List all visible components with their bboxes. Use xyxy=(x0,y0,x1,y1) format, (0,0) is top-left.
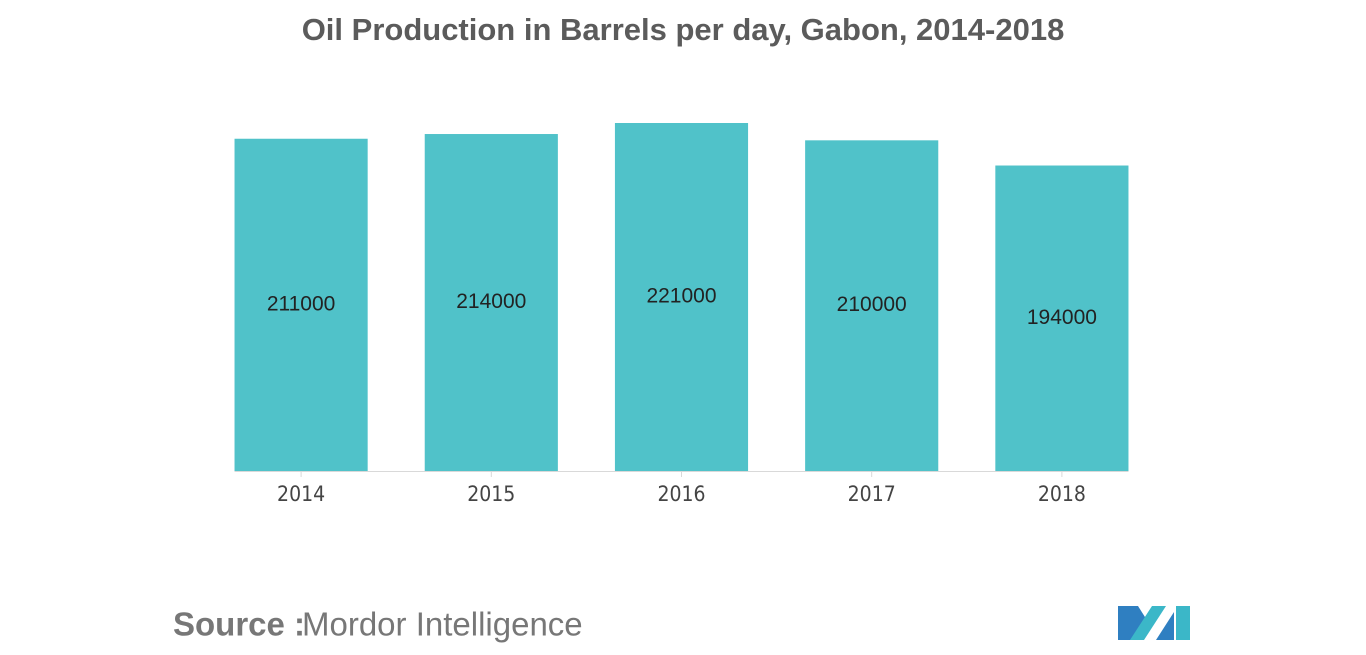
value-label: 211000 xyxy=(267,292,336,315)
x-tick-label: 2017 xyxy=(848,482,896,506)
logo xyxy=(1118,606,1190,640)
chart-title: Oil Production in Barrels per day, Gabon… xyxy=(302,12,1065,47)
x-tick-label: 2018 xyxy=(1038,482,1086,506)
x-tick-label: 2015 xyxy=(467,482,515,506)
logo-part xyxy=(1176,606,1190,640)
bar xyxy=(424,134,558,471)
logo-part xyxy=(1156,612,1174,640)
value-label: 214000 xyxy=(456,290,526,313)
x-tick-label: 2016 xyxy=(657,482,705,506)
bar xyxy=(995,165,1129,471)
bar xyxy=(234,138,368,471)
logo-part xyxy=(1130,606,1166,640)
value-label: 194000 xyxy=(1027,306,1097,329)
value-label: 210000 xyxy=(837,293,907,316)
value-label: 221000 xyxy=(646,285,716,308)
x-tick-label: 2014 xyxy=(277,482,325,506)
source-label: Source : xyxy=(173,606,305,643)
bar xyxy=(614,123,749,471)
source-text: Mordor Intelligence xyxy=(302,606,583,643)
bar xyxy=(805,140,939,471)
